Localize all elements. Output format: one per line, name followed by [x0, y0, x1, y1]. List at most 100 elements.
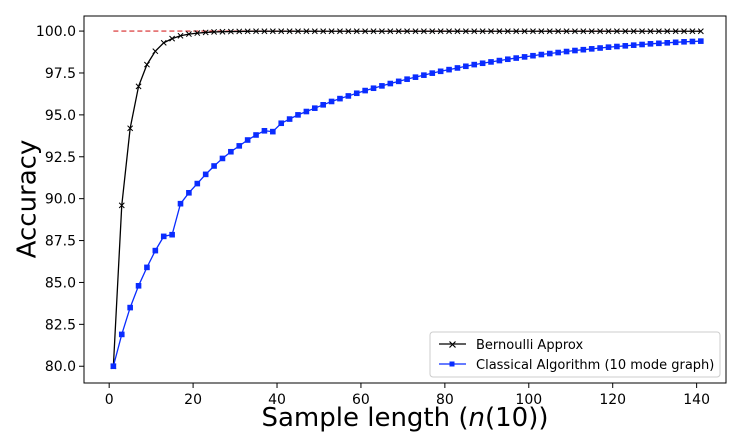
data-point	[437, 68, 444, 75]
x-ticks: 0 20 40 60 80 100 120 140	[105, 383, 710, 408]
data-point	[656, 40, 662, 47]
data-point	[177, 32, 184, 39]
data-point	[286, 116, 293, 122]
data-point	[194, 30, 201, 37]
data-point	[681, 39, 687, 45]
data-point	[261, 127, 268, 134]
data-point	[269, 28, 276, 35]
data-point	[571, 28, 578, 35]
series-line	[112, 40, 701, 367]
data-point	[253, 28, 259, 35]
data-point	[513, 28, 520, 35]
data-point	[697, 28, 704, 35]
data-point	[622, 43, 629, 49]
data-point	[530, 52, 536, 59]
data-point	[664, 28, 671, 35]
data-point	[169, 231, 175, 238]
data-point	[605, 28, 612, 35]
data-point	[328, 28, 335, 35]
data-point	[622, 28, 629, 35]
data-point	[639, 41, 645, 48]
data-point	[555, 49, 561, 56]
data-point	[655, 28, 662, 35]
data-point	[395, 28, 402, 35]
legend-label-classical: Classical Algorithm (10 mode graph)	[476, 358, 714, 373]
y-tick-label: 82.5	[45, 317, 76, 333]
x-tick-label: 120	[599, 392, 626, 408]
data-point	[387, 80, 394, 87]
data-point	[345, 93, 352, 99]
data-point	[378, 28, 385, 35]
data-point	[320, 102, 326, 108]
y-ticks: 80.0 82.5 85.0 87.5 90.0 92.5 95.0 97.5 100.0	[36, 24, 84, 375]
data-point	[454, 28, 461, 35]
legend-label-bernoulli: Bernoulli Approx	[476, 338, 583, 353]
data-point	[463, 63, 469, 70]
x-tick-label: 20	[184, 392, 202, 408]
plot-frame	[83, 15, 727, 384]
data-point	[404, 76, 410, 82]
data-point	[270, 128, 276, 135]
data-point	[538, 51, 545, 58]
data-point	[588, 28, 595, 35]
data-point	[370, 28, 377, 35]
data-point	[605, 44, 612, 50]
y-tick-label: 97.5	[45, 66, 76, 82]
data-point	[227, 28, 234, 35]
series-layer	[110, 28, 704, 370]
data-point	[630, 28, 637, 35]
data-point	[152, 247, 159, 254]
data-point	[664, 40, 671, 46]
data-point	[496, 28, 503, 35]
data-point	[505, 56, 511, 63]
data-point	[202, 29, 209, 36]
data-point	[253, 132, 259, 138]
data-point	[698, 38, 704, 44]
y-tick-label: 85.0	[45, 275, 76, 291]
data-point	[479, 60, 486, 67]
data-point	[546, 28, 553, 35]
data-point	[689, 38, 696, 45]
data-point	[379, 83, 385, 89]
data-point	[647, 28, 654, 35]
data-point	[462, 28, 469, 35]
data-point	[127, 125, 134, 132]
data-point	[471, 61, 478, 68]
y-tick-label: 80.0	[45, 359, 76, 375]
data-point	[278, 120, 285, 127]
x-tick-label: 100	[515, 392, 542, 408]
data-point	[244, 137, 251, 143]
data-point	[202, 171, 209, 178]
data-point	[630, 42, 637, 48]
data-point	[488, 28, 494, 35]
data-point	[538, 28, 545, 35]
data-point	[211, 163, 217, 169]
data-point	[521, 54, 528, 60]
data-point	[110, 363, 117, 370]
data-point	[127, 304, 133, 311]
data-point	[504, 28, 511, 35]
data-point	[303, 28, 310, 35]
data-point	[144, 264, 150, 271]
data-point	[387, 28, 394, 35]
data-point	[320, 28, 327, 35]
data-point	[370, 85, 377, 92]
x-axis-title-math: n	[469, 403, 485, 433]
data-point	[395, 78, 402, 85]
data-point	[647, 41, 654, 47]
x-tick-label: 140	[683, 392, 710, 408]
data-point	[152, 48, 159, 55]
data-point	[337, 28, 343, 35]
data-point	[278, 28, 285, 35]
data-point	[236, 28, 243, 35]
x-axis-title-suffix: (10))	[485, 403, 549, 433]
data-point	[303, 108, 310, 115]
legend-marker-x-icon	[449, 341, 456, 348]
data-point	[135, 283, 142, 289]
data-point	[353, 28, 360, 35]
data-point	[421, 72, 427, 78]
data-point	[672, 39, 679, 46]
data-point	[689, 28, 696, 35]
data-point	[429, 70, 436, 76]
